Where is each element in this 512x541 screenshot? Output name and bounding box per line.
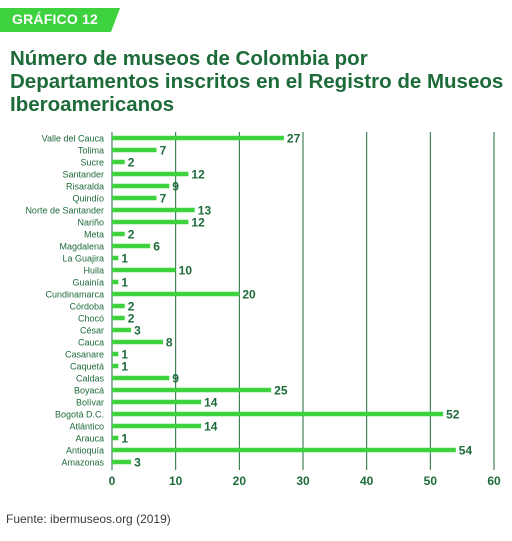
bar-value-label: 20 bbox=[242, 288, 256, 302]
badge-label: GRÁFICO 12 bbox=[12, 11, 99, 27]
bar-value-label: 7 bbox=[160, 144, 167, 158]
x-tick-label: 10 bbox=[169, 474, 183, 488]
x-tick-label: 30 bbox=[296, 474, 310, 488]
category-label: Cauca bbox=[78, 338, 104, 348]
bar-value-label: 27 bbox=[287, 132, 301, 146]
category-label: Tolima bbox=[78, 146, 104, 156]
x-tick-label: 50 bbox=[424, 474, 438, 488]
bar-value-label: 2 bbox=[128, 156, 135, 170]
bar bbox=[112, 339, 163, 345]
bar bbox=[112, 303, 125, 309]
bar-value-label: 2 bbox=[128, 312, 135, 326]
bar bbox=[112, 375, 170, 381]
bar-value-label: 1 bbox=[121, 360, 128, 374]
bar bbox=[112, 399, 202, 405]
bar-value-label: 7 bbox=[160, 192, 167, 206]
x-tick-label: 20 bbox=[233, 474, 247, 488]
bar-value-label: 2 bbox=[128, 300, 135, 314]
bar-value-label: 12 bbox=[191, 216, 205, 230]
bar-value-label: 6 bbox=[153, 240, 160, 254]
bar bbox=[112, 423, 202, 429]
bar-value-label: 52 bbox=[446, 408, 460, 422]
category-label: Norte de Santander bbox=[25, 206, 104, 216]
bar bbox=[112, 171, 189, 177]
bar bbox=[112, 195, 157, 201]
category-label: César bbox=[80, 326, 104, 336]
bar-value-label: 14 bbox=[204, 420, 218, 434]
category-label: Atlántico bbox=[69, 422, 104, 432]
bar bbox=[112, 135, 284, 141]
bar bbox=[112, 327, 132, 333]
bar-value-label: 9 bbox=[172, 372, 179, 386]
badge-background bbox=[0, 8, 120, 32]
bar bbox=[112, 315, 125, 321]
category-label: Valle del Cauca bbox=[42, 134, 104, 144]
bar-value-label: 10 bbox=[179, 264, 193, 278]
bar bbox=[112, 279, 119, 285]
bar bbox=[112, 243, 151, 249]
category-label: Boyacá bbox=[74, 386, 104, 396]
bar bbox=[112, 183, 170, 189]
category-label: Santander bbox=[62, 170, 104, 180]
category-label: Magdalena bbox=[59, 242, 104, 252]
bar bbox=[112, 231, 125, 237]
category-label: Bolívar bbox=[76, 398, 104, 408]
category-label: Córdoba bbox=[69, 302, 104, 312]
category-label: Meta bbox=[84, 230, 104, 240]
bar-value-label: 25 bbox=[274, 384, 288, 398]
x-tick-label: 0 bbox=[109, 474, 116, 488]
category-label: Guainía bbox=[72, 278, 104, 288]
bar bbox=[112, 255, 119, 261]
category-label: Arauca bbox=[75, 434, 104, 444]
bar bbox=[112, 207, 195, 213]
x-tick-label: 40 bbox=[360, 474, 374, 488]
bar-value-label: 13 bbox=[198, 204, 212, 218]
bar bbox=[112, 411, 444, 417]
bar-value-label: 1 bbox=[121, 432, 128, 446]
bar bbox=[112, 159, 125, 165]
category-label: Caquetá bbox=[70, 362, 104, 372]
chart-title: Número de museos de Colombia por Departa… bbox=[10, 47, 504, 116]
chart-badge: GRÁFICO 12 bbox=[0, 8, 120, 32]
bar-value-label: 12 bbox=[191, 168, 205, 182]
bar-value-label: 9 bbox=[172, 180, 179, 194]
bar bbox=[112, 363, 119, 369]
bar bbox=[112, 387, 272, 393]
category-label: Chocó bbox=[78, 314, 104, 324]
category-label: Quindío bbox=[72, 194, 104, 204]
bar bbox=[112, 219, 189, 225]
bar-value-label: 54 bbox=[459, 444, 473, 458]
bar bbox=[112, 291, 240, 297]
bar-value-label: 1 bbox=[121, 252, 128, 266]
category-label: Sucre bbox=[80, 158, 104, 168]
bar-value-label: 8 bbox=[166, 336, 173, 350]
bar-value-label: 1 bbox=[121, 276, 128, 290]
category-label: Nariño bbox=[77, 218, 104, 228]
category-label: Amazonas bbox=[61, 458, 104, 468]
bar bbox=[112, 459, 132, 465]
bar-value-label: 14 bbox=[204, 396, 218, 410]
bar-value-label: 3 bbox=[134, 456, 141, 470]
category-label: Huila bbox=[83, 266, 104, 276]
category-label: La Guajira bbox=[62, 254, 104, 264]
bar-value-label: 3 bbox=[134, 324, 141, 338]
category-label: Casanare bbox=[65, 350, 104, 360]
category-label: Bogotá D.C. bbox=[55, 410, 104, 420]
bar bbox=[112, 147, 157, 153]
category-label: Cundinamarca bbox=[45, 290, 104, 300]
bar bbox=[112, 267, 176, 273]
bar-value-label: 2 bbox=[128, 228, 135, 242]
source-note: Fuente: ibermuseos.org (2019) bbox=[6, 512, 171, 526]
bar bbox=[112, 351, 119, 357]
bar-value-label: 1 bbox=[121, 348, 128, 362]
bar bbox=[112, 435, 119, 441]
bar bbox=[112, 447, 456, 453]
x-tick-label: 60 bbox=[487, 474, 501, 488]
category-label: Antioquía bbox=[66, 446, 104, 456]
category-label: Caldas bbox=[76, 374, 105, 384]
category-label: Risaralda bbox=[66, 182, 104, 192]
